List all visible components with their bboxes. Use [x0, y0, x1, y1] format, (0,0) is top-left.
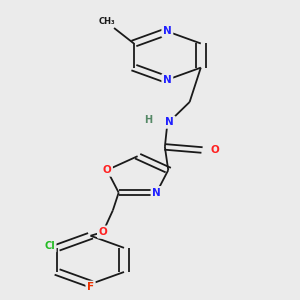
Text: F: F	[87, 282, 94, 292]
Text: CH₃: CH₃	[98, 17, 115, 26]
Text: N: N	[163, 26, 172, 36]
Text: Cl: Cl	[44, 241, 55, 251]
Text: O: O	[99, 227, 107, 237]
Text: N: N	[163, 75, 172, 85]
Text: O: O	[210, 145, 219, 155]
Text: H: H	[145, 115, 153, 125]
Text: N: N	[165, 117, 174, 127]
Text: O: O	[103, 165, 111, 175]
Text: N: N	[152, 188, 161, 198]
